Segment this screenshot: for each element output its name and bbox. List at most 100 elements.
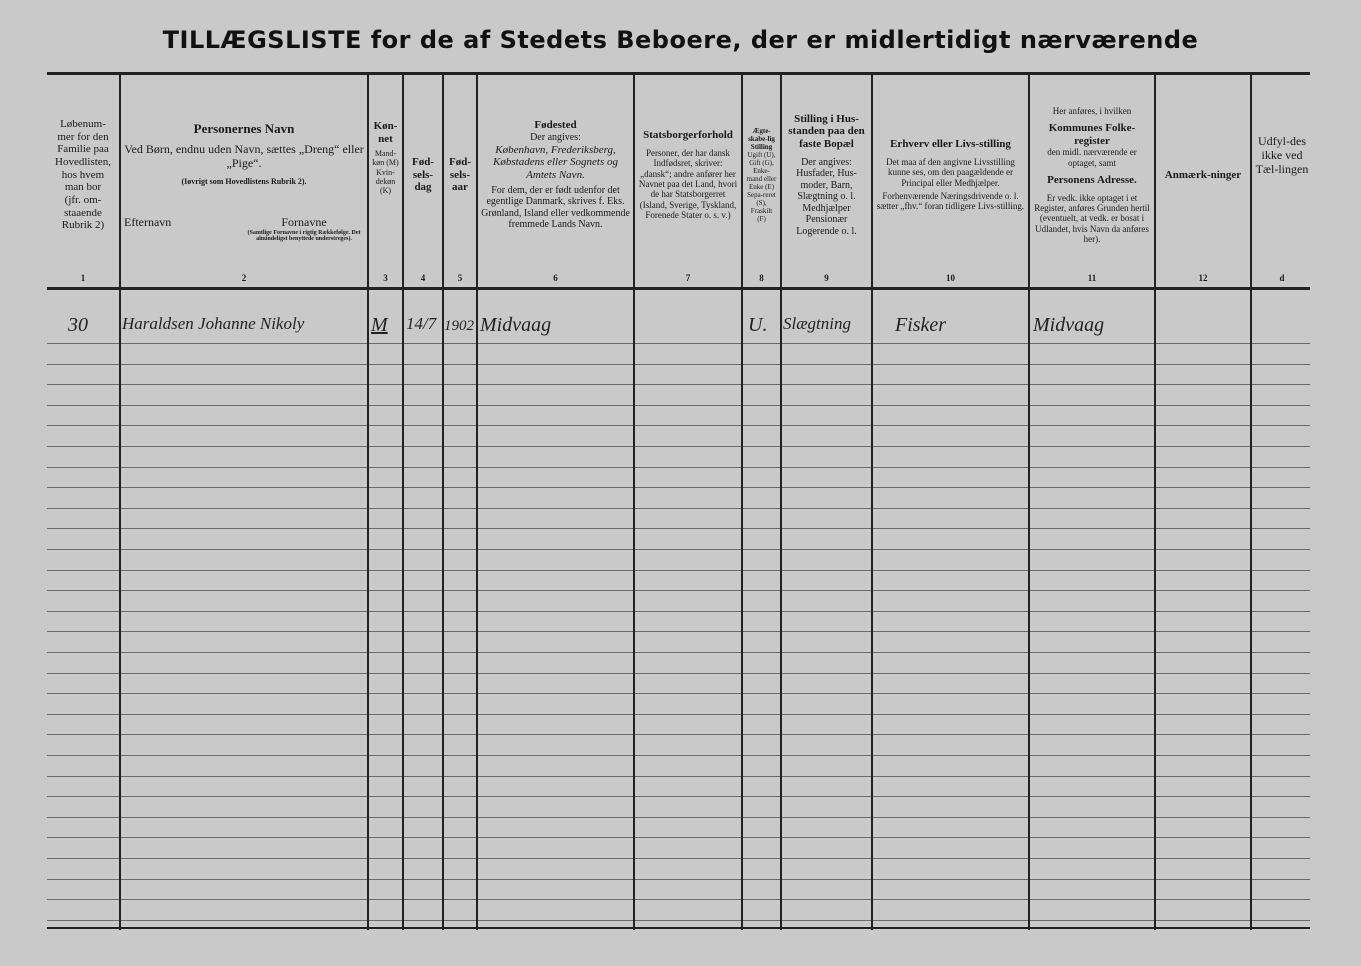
- header-heading: Fød-sels-aar: [449, 156, 471, 194]
- header-col-12: Anmærk-ninger: [1156, 80, 1250, 270]
- header-col-d: Udfyl-des ikke ved Tæl-lingen: [1252, 80, 1312, 270]
- header-line: hos hvem: [61, 168, 105, 181]
- column-number: 11: [1087, 273, 1097, 283]
- header-col-3: Køn-net Mand-køn (M) Kvin-dekøn (K): [369, 80, 402, 270]
- header-heading: Køn-net: [373, 120, 398, 145]
- column-number: 8: [759, 273, 764, 283]
- ledger-line: [47, 693, 1310, 694]
- header-line: Rubrik 2): [61, 219, 105, 232]
- header-col-10: Erhverv eller Livs-stilling Det maa af de…: [873, 80, 1028, 270]
- column-divider: [780, 73, 782, 930]
- header-line: (jfr. om-: [64, 193, 102, 206]
- header-col-2: Personernes Navn Ved Børn, endnu uden Na…: [121, 80, 367, 270]
- ledger-line: [47, 549, 1310, 550]
- ledger-line: [47, 384, 1310, 385]
- header-divider: [47, 287, 1310, 290]
- surname-label: Efternavn: [124, 214, 172, 229]
- header-heading: Personens Adresse.: [1047, 173, 1137, 186]
- entry-household-position: Slægtning: [783, 314, 852, 333]
- ledger-line: [47, 631, 1310, 632]
- first-names-label: Fornavne: [281, 214, 327, 229]
- ledger-line: [47, 487, 1310, 488]
- ledger-line: [47, 817, 1310, 818]
- bottom-border: [47, 927, 1310, 929]
- column-number: 7: [685, 273, 691, 283]
- header-col-7: Statsborgerforhold Personer, der har dans…: [635, 80, 741, 270]
- top-border: [47, 72, 1310, 75]
- column-number: 9: [824, 273, 829, 283]
- ledger-line: [47, 899, 1310, 900]
- entry-sex: M: [371, 314, 388, 336]
- ledger-line: [47, 920, 1310, 921]
- header-line: man bor: [64, 181, 102, 194]
- header-heading: Fød-sels-dag: [412, 156, 434, 194]
- column-number: 3: [383, 273, 388, 283]
- ledger-line: [47, 879, 1310, 880]
- entry-register: Midvaag: [1033, 314, 1105, 336]
- entry-name: Haraldsen Johanne Nikoly: [122, 314, 305, 333]
- header-text: Udfyl-des ikke ved Tæl-lingen: [1255, 134, 1309, 176]
- ledger-line: [47, 364, 1310, 365]
- header-note: Forhenværende Næringsdrivende o. l. sætt…: [876, 190, 1025, 212]
- ledger-line: [47, 858, 1310, 859]
- column-number: d: [1279, 273, 1285, 283]
- header-text: den midl. nærværende er optaget, samt: [1047, 147, 1137, 168]
- ledger-line: [47, 611, 1310, 612]
- header-col-1: Løbenum-mer for den Familie paa Hovedliste…: [47, 80, 119, 270]
- header-col-5: Fød-sels-aar: [444, 80, 476, 270]
- ledger-line: [47, 446, 1310, 447]
- header-col-11: Her anføres, i hvilken Kommunes Folke-reg…: [1030, 80, 1154, 270]
- header-col-4: Fød-sels-dag: [404, 80, 442, 270]
- entry-birth-day: 14/7: [406, 314, 437, 333]
- entry-marital-status: U.: [748, 314, 768, 336]
- header-line: staaende: [64, 206, 102, 219]
- header-note: (Iøvrigt som Hovedlistens Rubrik 2).: [181, 176, 307, 186]
- header-heading: Fødested: [534, 119, 577, 132]
- header-line: Løbenum-: [60, 118, 106, 131]
- header-text: Ugift (U), Gift (G), Enke-mand eller Enk…: [746, 150, 777, 224]
- ledger-line: [47, 570, 1310, 571]
- ledger-line: [47, 508, 1310, 509]
- header-text: Personer, der har dansk Indfødsret, skri…: [638, 148, 738, 221]
- header-heading: Anmærk-ninger: [1164, 168, 1242, 181]
- first-names-note: (Samtlige Fornavne i rigtig Rækkefølge. …: [247, 229, 361, 243]
- entry-birthplace: Midvaag: [480, 314, 552, 336]
- column-number: 5: [457, 273, 463, 283]
- ledger-line: [47, 343, 1310, 344]
- header-line: Familie paa: [57, 143, 109, 156]
- column-divider: [119, 73, 121, 930]
- column-divider: [476, 73, 478, 930]
- column-divider: [633, 73, 635, 930]
- ledger-line: [47, 405, 1310, 406]
- header-text: Der angives:: [530, 132, 581, 144]
- entry-occupation: Fisker: [895, 314, 947, 336]
- ledger-line: [47, 652, 1310, 653]
- header-line: mer for den: [57, 130, 109, 143]
- ledger-line: [47, 837, 1310, 838]
- header-heading: Statsborgerforhold: [643, 129, 733, 142]
- column-number: 1: [80, 273, 86, 283]
- ledger-line: [47, 528, 1310, 529]
- column-number: 2: [241, 273, 247, 283]
- ledger-line: [47, 776, 1310, 777]
- ledger-line: [47, 714, 1310, 715]
- ledger-line: [47, 467, 1310, 468]
- header-note: For dem, der er født udenfor det egentli…: [481, 184, 630, 231]
- column-divider: [871, 73, 873, 930]
- header-text: Ved Børn, endnu uden Navn, sættes „Dreng…: [124, 141, 364, 170]
- header-col-8: Ægte-skabe-lig Stilling Ugift (U), Gift (…: [743, 80, 780, 270]
- column-divider: [1250, 73, 1252, 930]
- header-text: Der angives: Husfader, Hus-moder, Barn, …: [796, 156, 857, 237]
- column-divider: [1028, 73, 1030, 930]
- header-heading: Erhverv eller Livs-stilling: [890, 138, 1011, 151]
- header-heading: Stilling i Hus-standen paa den faste Bop…: [788, 112, 865, 151]
- entry-birth-year: 1902: [444, 318, 474, 334]
- column-divider: [442, 73, 444, 930]
- header-line: Hovedlisten,: [55, 156, 111, 169]
- header-heading: Personernes Navn: [193, 121, 295, 136]
- column-divider: [367, 73, 369, 930]
- header-heading: Kommunes Folke-register: [1048, 122, 1136, 147]
- column-divider: [1154, 73, 1156, 930]
- column-number: 10: [946, 273, 955, 283]
